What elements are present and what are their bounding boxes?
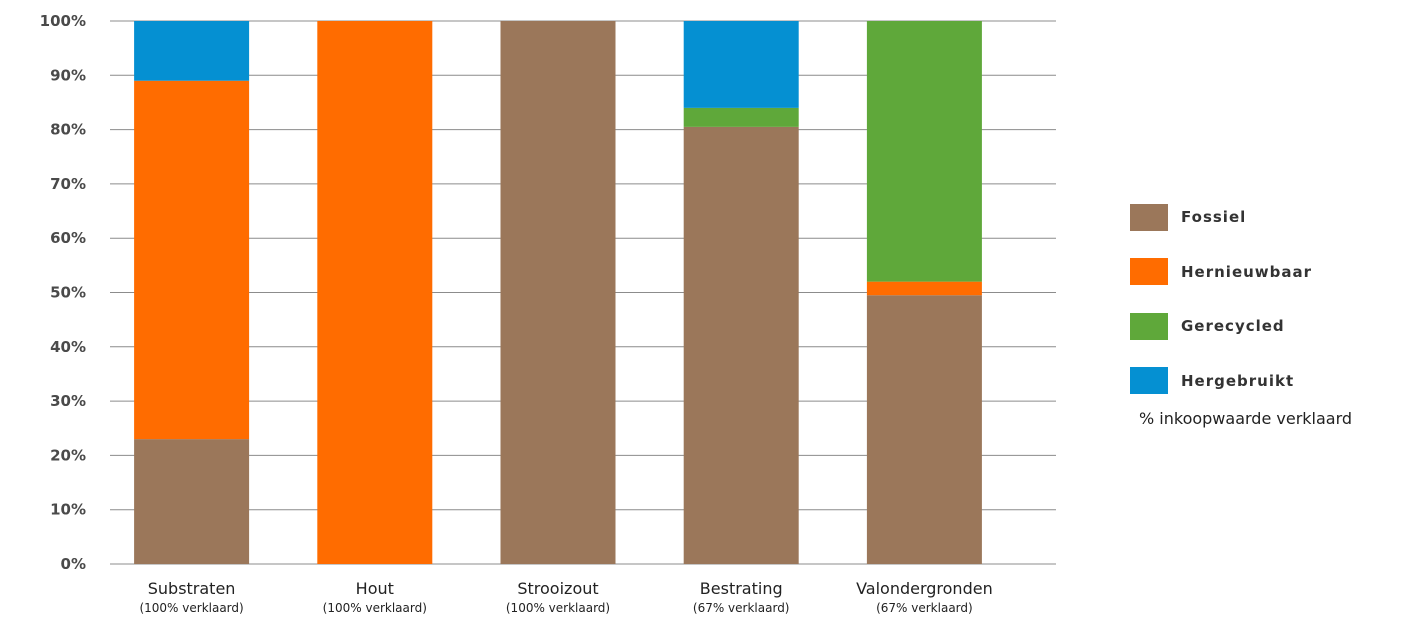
bar-segment-fossiel (134, 439, 250, 564)
x-category-subtitle: (100% verklaard) (323, 601, 427, 615)
bars (134, 21, 982, 564)
x-category-label: Hout (356, 579, 394, 598)
legend-swatch (1130, 367, 1168, 394)
legend-swatch (1130, 258, 1168, 285)
x-category-subtitle: (100% verklaard) (139, 601, 243, 615)
legend-swatch (1130, 203, 1168, 231)
y-tick-label: 80% (50, 121, 86, 139)
x-category-label: Strooizout (517, 579, 598, 598)
legend-item-gerecycled: Gerecycled (1130, 312, 1410, 340)
bar-segment-fossiel (500, 21, 616, 564)
bar-segment-fossiel (683, 126, 799, 564)
bar-segment-hernieuwbaar (134, 80, 250, 440)
x-category-subtitle: (67% verklaard) (693, 601, 790, 615)
y-tick-label: 20% (50, 446, 86, 464)
y-tick-label: 50% (50, 284, 86, 302)
y-tick-label: 0% (61, 555, 86, 573)
y-tick-label: 10% (50, 501, 86, 519)
y-axis: 0% 10% 20% 30% 40% 50% 60% 70% 80% 90% 100% (40, 12, 86, 573)
legend-item-fossiel: Fossiel (1130, 203, 1410, 231)
legend: Fossiel Hernieuwbaar Gerecycled Hergebru… (1130, 203, 1410, 428)
x-category-label: Substraten (148, 579, 236, 598)
legend-label: Hergebruikt (1181, 371, 1295, 390)
legend-label: Fossiel (1181, 208, 1247, 226)
legend-swatch (1130, 312, 1168, 340)
x-category-subtitle: (100% verklaard) (506, 601, 610, 615)
x-category-label: Bestrating (700, 579, 783, 598)
x-category-label: Valondergronden (856, 579, 993, 598)
bar-segment-hergebruikt (683, 21, 799, 108)
bar-segment-hergebruikt (134, 21, 250, 81)
legend-item-hergebruikt: Hergebruikt (1130, 367, 1410, 395)
y-tick-label: 30% (50, 392, 86, 410)
y-tick-label: 100% (40, 12, 86, 30)
bar-segment-gerecycled (683, 107, 799, 127)
y-tick-label: 40% (50, 338, 86, 356)
legend-item-hernieuwbaar: Hernieuwbaar (1130, 258, 1410, 286)
legend-label: Hernieuwbaar (1181, 262, 1313, 281)
y-tick-label: 60% (50, 229, 86, 247)
bar-segment-gerecycled (866, 21, 982, 282)
x-category-subtitle: (67% verklaard) (876, 601, 973, 615)
y-tick-label: 70% (50, 175, 86, 193)
bar-segment-hernieuwbaar (866, 281, 982, 296)
legend-label: Gerecycled (1181, 317, 1285, 335)
bar-segment-hernieuwbaar (317, 21, 433, 564)
y-tick-label: 90% (50, 66, 86, 84)
x-axis: Substraten (100% verklaard) Hout (100% verk… (139, 579, 992, 615)
legend-note: % inkoopwaarde verklaard (1139, 409, 1353, 428)
bar-segment-fossiel (866, 295, 982, 564)
